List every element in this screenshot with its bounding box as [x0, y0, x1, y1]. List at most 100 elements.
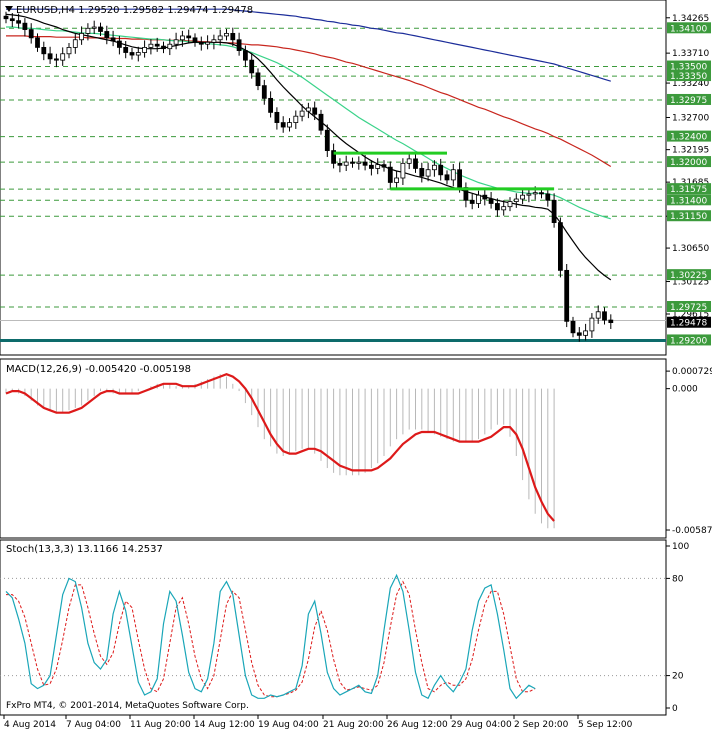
candle-body: [129, 52, 135, 56]
candle-body: [287, 122, 292, 128]
candle-body: [381, 164, 387, 168]
candle-body: [576, 332, 582, 336]
candle-body: [469, 199, 475, 204]
candle-body: [161, 45, 166, 50]
level-tag-label: 1.29200: [670, 336, 707, 346]
candle-body: [154, 43, 160, 47]
stoch-tick-label: 20: [672, 672, 684, 682]
price-tick-label: 1.33240: [672, 79, 709, 89]
candle-body: [91, 26, 97, 29]
time-tick-label: 2 Sep 20:00: [514, 720, 569, 730]
candle-body: [205, 41, 211, 45]
candle-body: [230, 32, 236, 41]
candle-body: [545, 193, 551, 201]
price-title: EURUSD,H4 1.29520 1.29582 1.29474 1.2947…: [16, 5, 253, 16]
candle-body: [167, 43, 173, 50]
candle-body: [583, 330, 588, 336]
level-tag-label: 1.33500: [670, 63, 707, 73]
candle-body: [350, 161, 355, 164]
level-tag: [667, 334, 711, 346]
candle-body: [444, 174, 450, 181]
level-tag: [667, 70, 711, 82]
time-tick-label: 7 Aug 04:00: [66, 720, 121, 730]
candle-body: [431, 164, 437, 171]
candle-body: [135, 52, 141, 56]
candle-body: [324, 129, 330, 152]
candle-body: [104, 31, 110, 39]
candle-body: [66, 47, 72, 55]
level-tag-label: 1.33350: [670, 72, 707, 82]
candle-body: [299, 110, 305, 117]
ma-long-line: [6, 8, 611, 82]
candle-body: [564, 269, 570, 322]
price-tick-label: 1.29615: [672, 310, 709, 320]
stoch-tick-label: 100: [672, 542, 689, 552]
candle-body: [211, 39, 217, 43]
candle-body: [450, 169, 456, 181]
candle-body: [318, 113, 324, 131]
bid-tag-label: 1.29478: [670, 319, 707, 329]
candle-body: [242, 50, 248, 61]
candle-body: [394, 177, 400, 183]
candle-body: [507, 201, 513, 208]
price-tick-label: 1.33710: [672, 49, 709, 59]
candle-body: [387, 166, 393, 183]
candle-body: [293, 115, 299, 123]
stoch-title: Stoch(13,3,3) 13.1166 14.2537: [6, 544, 163, 555]
candle-body: [570, 320, 576, 334]
candle-body: [501, 206, 507, 211]
macd-tick-label: 0.000: [672, 385, 698, 395]
candle-body: [488, 198, 494, 204]
candle-body: [72, 39, 78, 48]
macd-signal-line: [5, 373, 555, 522]
level-tag: [667, 60, 711, 72]
level-tag: [667, 210, 711, 222]
candle-body: [192, 37, 198, 43]
candle-body: [280, 122, 286, 128]
macd-title: MACD(12,26,9) -0.005420 -0.005198: [6, 364, 191, 375]
candle-body: [526, 193, 532, 196]
price-tick-label: 1.34265: [672, 14, 709, 24]
annotations: [333, 151, 555, 191]
candle-body: [261, 85, 267, 99]
candle-body: [255, 72, 261, 87]
candle-body: [551, 199, 557, 223]
candle-body: [249, 59, 255, 74]
candle-body: [224, 32, 229, 37]
level-tag: [667, 269, 711, 281]
candle-body: [9, 18, 15, 22]
level-tag: [667, 22, 711, 34]
candle-body: [608, 319, 614, 324]
level-lines: [0, 27, 666, 342]
candle-body: [54, 58, 59, 61]
candle-body: [520, 194, 525, 200]
candle-body: [539, 192, 544, 195]
level-tag-label: 1.31400: [670, 196, 707, 206]
candle-body: [217, 35, 223, 41]
time-tick-label: 26 Aug 12:00: [387, 720, 448, 730]
stoch-main-line: [5, 573, 536, 700]
candle-body: [337, 162, 343, 166]
macd-histogram: [5, 374, 555, 529]
candle-body: [28, 29, 34, 39]
price-tick-label: 1.32195: [672, 146, 709, 156]
candle-body: [558, 222, 563, 271]
time-tick-label: 14 Aug 12:00: [194, 720, 255, 730]
level-tag: [667, 301, 711, 312]
level-tag: [667, 194, 711, 206]
candle-body: [22, 22, 28, 30]
candle-body: [513, 198, 519, 202]
candle-body: [494, 203, 500, 211]
level-tag: [667, 93, 711, 105]
price-tick-label: 1.30650: [672, 244, 709, 254]
level-tag: [667, 156, 711, 168]
candle-body: [79, 32, 84, 41]
candle-body: [362, 161, 368, 166]
candle-body: [532, 192, 538, 195]
dropdown-triangle-icon[interactable]: [5, 6, 13, 12]
candle-body: [173, 39, 179, 45]
price-axis: 1.34265 1.33710 1.33240 1.32700 1.32195 1.316…: [666, 14, 711, 346]
price-tick-label: 1.32700: [672, 113, 709, 123]
level-tag-label: 1.30225: [670, 271, 707, 281]
